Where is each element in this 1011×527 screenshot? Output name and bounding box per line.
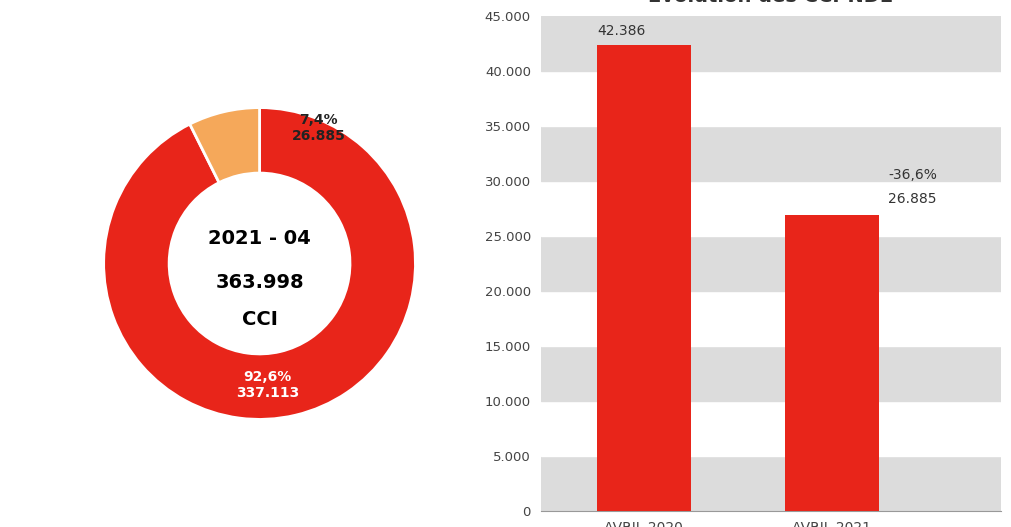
Wedge shape [104, 108, 416, 419]
Text: 92,6%
337.113: 92,6% 337.113 [236, 370, 299, 400]
Text: 7,4%
26.885: 7,4% 26.885 [292, 113, 346, 143]
Text: CCI: CCI [242, 310, 277, 329]
Text: 363.998: 363.998 [215, 272, 304, 292]
Text: 42.386: 42.386 [596, 24, 645, 38]
Bar [541, 16, 1001, 71]
Bar [541, 236, 1001, 291]
Bar [541, 126, 1001, 181]
Bar [541, 346, 1001, 401]
Bar [785, 215, 879, 511]
Bar [541, 291, 1001, 346]
Text: -36,6%: -36,6% [889, 168, 937, 182]
Text: 26.885: 26.885 [889, 192, 936, 207]
Title: Evolution des CCI-NDE: Evolution des CCI-NDE [648, 0, 894, 6]
Bar [541, 456, 1001, 511]
Text: 2021 - 04: 2021 - 04 [208, 229, 311, 248]
Bar [541, 181, 1001, 236]
Bar [541, 71, 1001, 126]
Wedge shape [190, 108, 260, 183]
Bar [596, 45, 691, 511]
Bar [541, 401, 1001, 456]
